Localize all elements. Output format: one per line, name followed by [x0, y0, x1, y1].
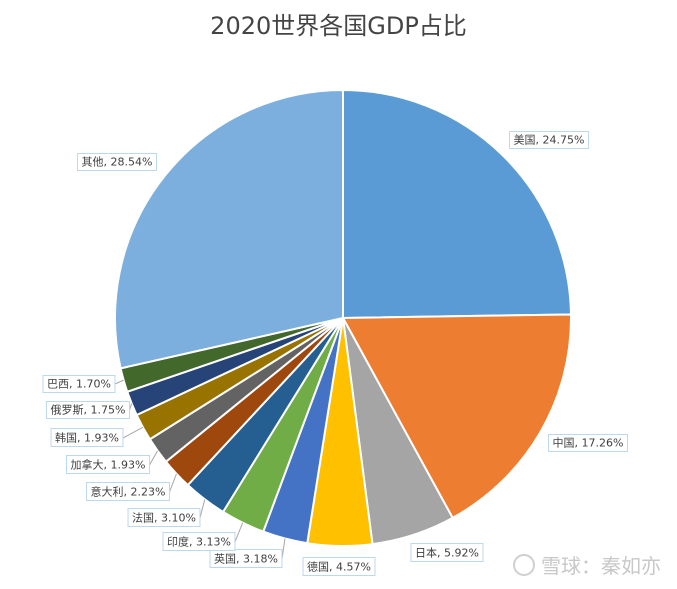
- slice-label-text-4: 德国, 4.57%: [307, 560, 371, 574]
- slice-label-text-5: 英国, 3.18%: [214, 552, 278, 566]
- slice-label-text-9: 加拿大, 1.93%: [71, 458, 146, 472]
- slice-label-box-1: [509, 131, 589, 149]
- slice-label-3: 日本, 5.92%: [410, 543, 484, 562]
- leader-line-12: [114, 379, 124, 385]
- slice-label-7: 法国, 3.10%: [127, 508, 201, 527]
- slice-label-6: 印度, 3.13%: [162, 532, 236, 551]
- slice-label-10: 韩国, 1.93%: [50, 428, 124, 447]
- slice-label-text-13: 其他, 28.54%: [82, 156, 153, 169]
- slice-label-box-7: [127, 508, 201, 527]
- leader-line-8: [169, 473, 177, 493]
- slice-label-box-11: [46, 401, 130, 419]
- chart-title: 2020世界各国GDP占比: [210, 12, 467, 40]
- slice-label-text-1: 美国, 24.75%: [514, 134, 585, 147]
- slice-label-text-12: 巴西, 1.70%: [47, 378, 111, 391]
- slice-label-box-9: [66, 455, 150, 474]
- pie-slice-2: [341, 313, 572, 520]
- slice-label-11: 俄罗斯, 1.75%: [46, 401, 130, 419]
- pie-slice-1: [342, 88, 572, 320]
- slice-label-8: 意大利, 2.23%: [86, 482, 170, 501]
- slice-label-text-7: 法国, 3.10%: [132, 511, 196, 525]
- slice-label-box-4: [302, 557, 376, 576]
- slice-label-box-5: [209, 549, 283, 568]
- slice-label-5: 英国, 3.18%: [209, 549, 283, 568]
- slice-label-1: 美国, 24.75%: [509, 131, 589, 149]
- slice-label-box-10: [50, 428, 124, 447]
- slice-label-12: 巴西, 1.70%: [42, 375, 116, 393]
- pie-slice-13: [114, 88, 344, 370]
- leader-line-7: [199, 499, 206, 519]
- watermark: 雪球：秦如亦: [513, 550, 661, 579]
- leader-line-5: [281, 538, 286, 560]
- slice-labels: 美国, 24.75% 中国, 17.26% 日本, 5.92% 德国, 4.57% 英国…: [42, 131, 628, 576]
- leader-line-6: [234, 522, 244, 543]
- leader-line-10: [122, 426, 144, 439]
- slice-label-4: 德国, 4.57%: [302, 557, 376, 576]
- slice-label-text-10: 韩国, 1.93%: [55, 431, 119, 445]
- leader-lines: [114, 379, 286, 560]
- slice-label-2: 中国, 17.26%: [548, 434, 628, 452]
- slice-label-13: 其他, 28.54%: [77, 153, 157, 171]
- slice-label-box-2: [548, 434, 628, 452]
- leader-line-9: [149, 450, 159, 466]
- slice-label-text-8: 意大利, 2.23%: [91, 485, 166, 499]
- slice-label-box-3: [410, 543, 484, 562]
- slice-label-text-11: 俄罗斯, 1.75%: [51, 404, 126, 417]
- slice-label-text-3: 日本, 5.92%: [415, 546, 479, 560]
- slice-label-box-13: [77, 153, 157, 171]
- slice-label-text-6: 印度, 3.13%: [167, 535, 231, 549]
- slice-label-box-12: [42, 375, 116, 393]
- watermark-text: 雪球：秦如亦: [541, 554, 661, 578]
- slice-label-box-6: [162, 532, 236, 551]
- slice-label-text-2: 中国, 17.26%: [553, 437, 624, 450]
- slice-label-box-8: [86, 482, 170, 501]
- snowball-logo-icon: [513, 553, 535, 576]
- pie-slices: [114, 88, 572, 547]
- slice-label-9: 加拿大, 1.93%: [66, 455, 150, 474]
